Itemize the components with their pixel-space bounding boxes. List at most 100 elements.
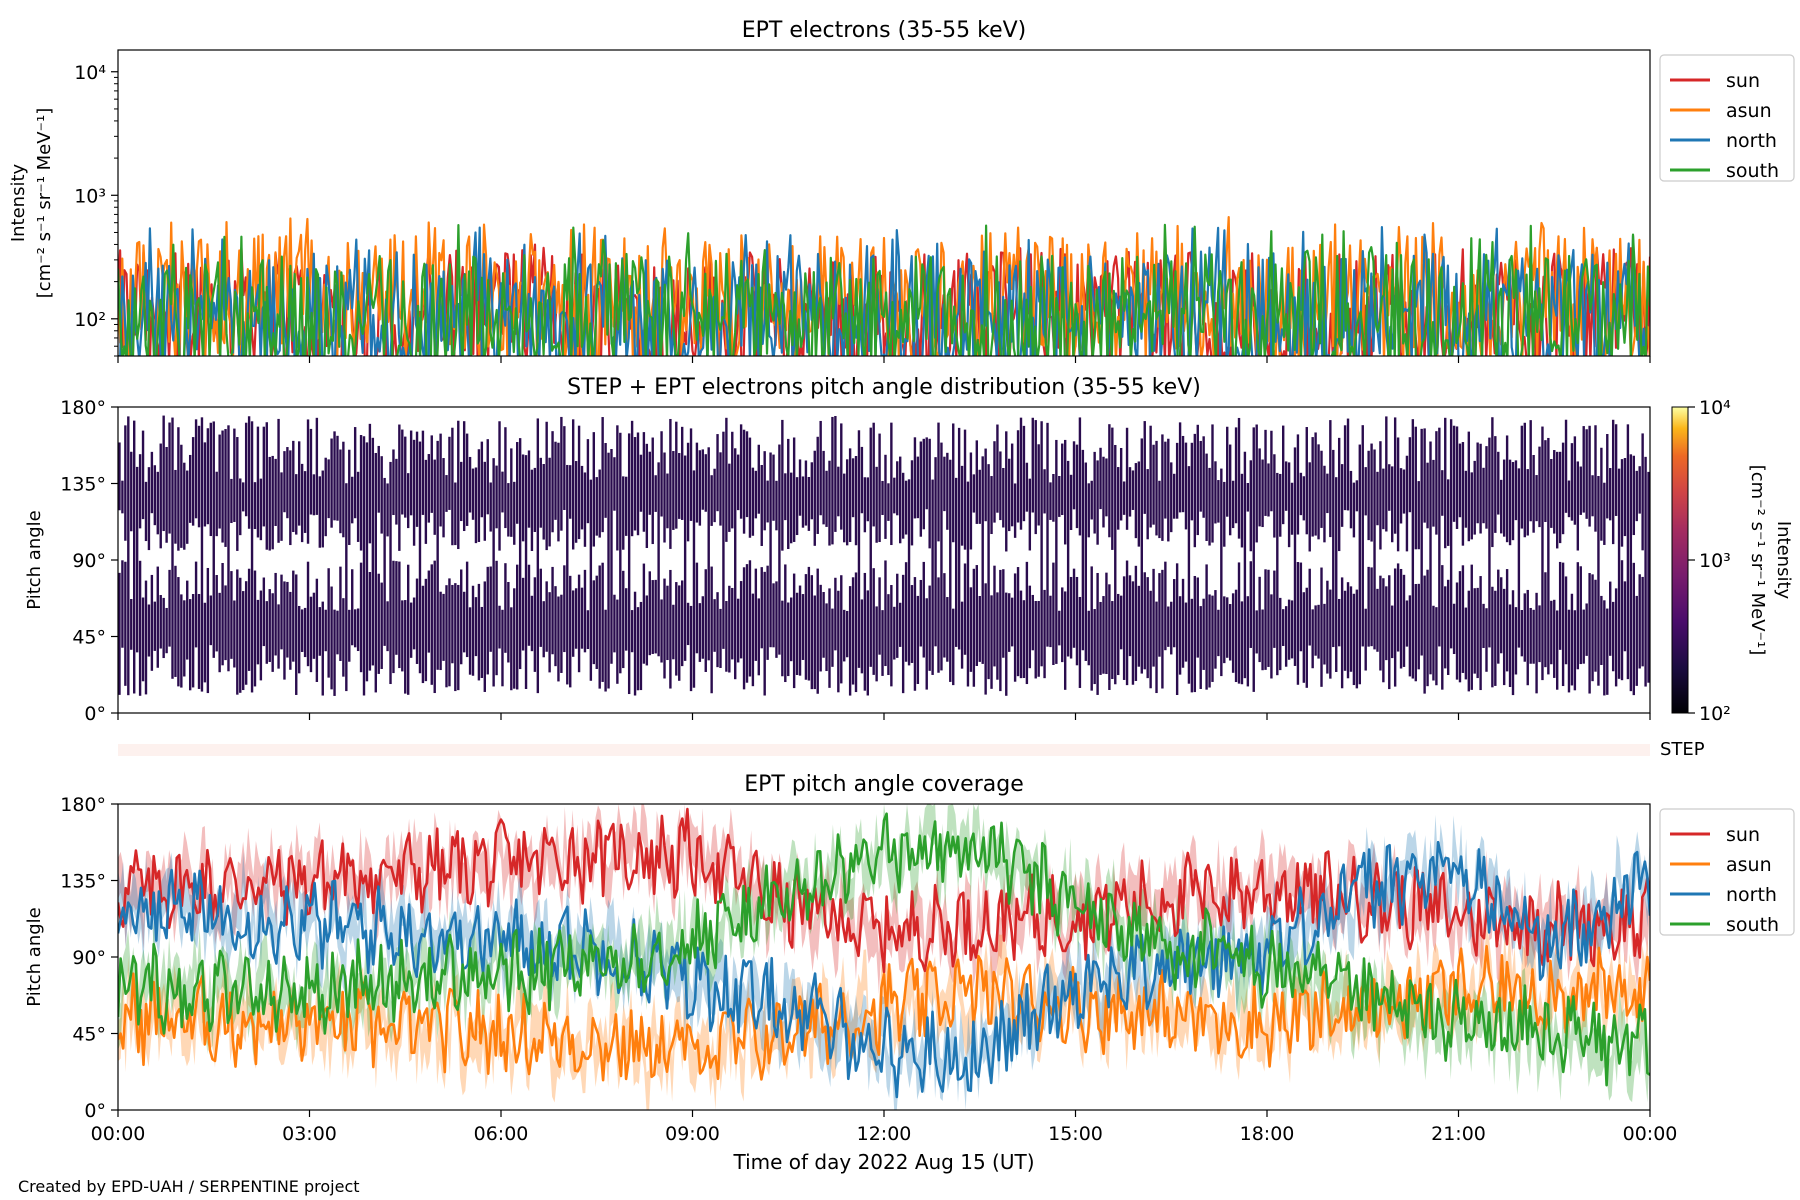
pad-column [719, 452, 722, 526]
pad-column [1611, 419, 1615, 545]
pad-column [563, 565, 566, 653]
y-tick-label: 90° [72, 550, 106, 572]
pad-column [881, 480, 884, 515]
pad-column [616, 599, 619, 684]
pad-column [1196, 577, 1199, 658]
pad-column [1087, 610, 1090, 666]
pad-column [197, 425, 201, 528]
pad-column [507, 483, 510, 537]
pad-column [162, 415, 165, 532]
pad-column [433, 459, 436, 535]
pad-column [1284, 461, 1288, 511]
pad-column [972, 568, 976, 687]
pad-column [651, 580, 654, 654]
pad-column [742, 567, 746, 690]
pad-column [1078, 417, 1082, 536]
pad-column [1125, 427, 1129, 530]
pad-column [751, 467, 755, 536]
pad-column [412, 597, 416, 650]
pad-column [1043, 469, 1046, 514]
pad-column [1296, 434, 1300, 535]
pad-column [156, 566, 159, 668]
pad-column [174, 469, 177, 544]
pad-column [1405, 600, 1409, 647]
pad-column [725, 601, 728, 672]
pad-column [913, 437, 917, 519]
pad-column [1346, 418, 1350, 511]
pad-column [1061, 443, 1064, 516]
pad-column [1388, 464, 1391, 511]
pad-column [421, 585, 425, 684]
pad-column [630, 610, 634, 653]
pad-column [1170, 601, 1173, 655]
pad-column [731, 587, 734, 660]
pad-column [580, 465, 584, 530]
pad-column [1417, 481, 1420, 550]
pad-column [1337, 598, 1341, 647]
pad-column [1343, 590, 1347, 671]
pad-column [1396, 437, 1400, 552]
pad-column [943, 573, 946, 658]
x-tick-label: 18:00 [1240, 1123, 1295, 1145]
pad-column [695, 442, 699, 523]
colorbar-tick-label: 10⁴ [1699, 397, 1731, 419]
pad-column [1435, 607, 1438, 686]
pad-column [318, 607, 322, 656]
panel1-ylabel: Intensity [cm⁻² s⁻¹ sr⁻¹ MeV⁻¹] [8, 108, 55, 299]
pad-column [784, 473, 787, 521]
pad-column [595, 575, 598, 669]
pad-column [893, 606, 896, 660]
pad-column [990, 476, 993, 535]
pad-column [1482, 603, 1485, 648]
pad-column [754, 568, 758, 661]
pad-column [1137, 585, 1141, 667]
pad-column [1408, 437, 1412, 513]
pad-column [300, 463, 304, 543]
pad-column [1617, 468, 1621, 679]
pad-column [1052, 474, 1055, 522]
pad-column [1438, 427, 1441, 647]
pad-column [265, 422, 268, 550]
pad-column [1040, 421, 1043, 667]
legend-label-sun: sun [1726, 824, 1760, 846]
pad-column [286, 581, 289, 658]
pad-column [1641, 433, 1644, 551]
pad-column [1111, 601, 1114, 679]
panel2-ylabel: Pitch angle [24, 510, 45, 609]
pad-column [188, 599, 192, 691]
pad-column [395, 561, 398, 655]
pad-column [462, 591, 466, 653]
pad-column [1567, 609, 1571, 693]
pad-column [586, 610, 590, 650]
pad-column [362, 436, 366, 696]
pad-column [1500, 479, 1503, 534]
pad-column [1220, 468, 1223, 677]
pad-column [1125, 560, 1129, 686]
pad-column [348, 449, 351, 545]
pad-column [121, 480, 124, 514]
pad-column [563, 426, 566, 510]
pad-column [1175, 563, 1179, 696]
pad-column [1108, 424, 1111, 538]
pad-column [1520, 609, 1524, 657]
pad-column [872, 422, 875, 527]
pad-column [359, 562, 363, 673]
pad-column [545, 421, 548, 551]
pad-column [1391, 605, 1394, 659]
pad-column [725, 417, 728, 542]
pad-column [1600, 447, 1603, 541]
pad-column [124, 425, 127, 541]
pad-column [159, 443, 162, 549]
pad-column [1161, 434, 1164, 541]
pad-column [966, 481, 970, 687]
pad-column [1202, 598, 1205, 670]
pad-column [1270, 594, 1273, 679]
y-tick-label: 0° [84, 703, 106, 725]
pad-column [1075, 576, 1079, 666]
pad-column [601, 417, 604, 533]
pad-column [1105, 458, 1108, 517]
pad-column [242, 482, 245, 512]
pad-column [1317, 444, 1320, 540]
pad-column [698, 450, 702, 526]
pad-column [1037, 444, 1040, 526]
